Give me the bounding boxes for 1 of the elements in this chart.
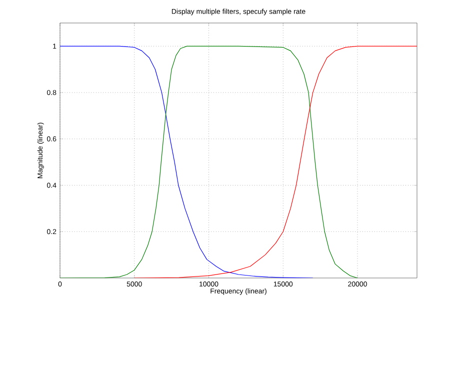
line-series [134,46,417,278]
